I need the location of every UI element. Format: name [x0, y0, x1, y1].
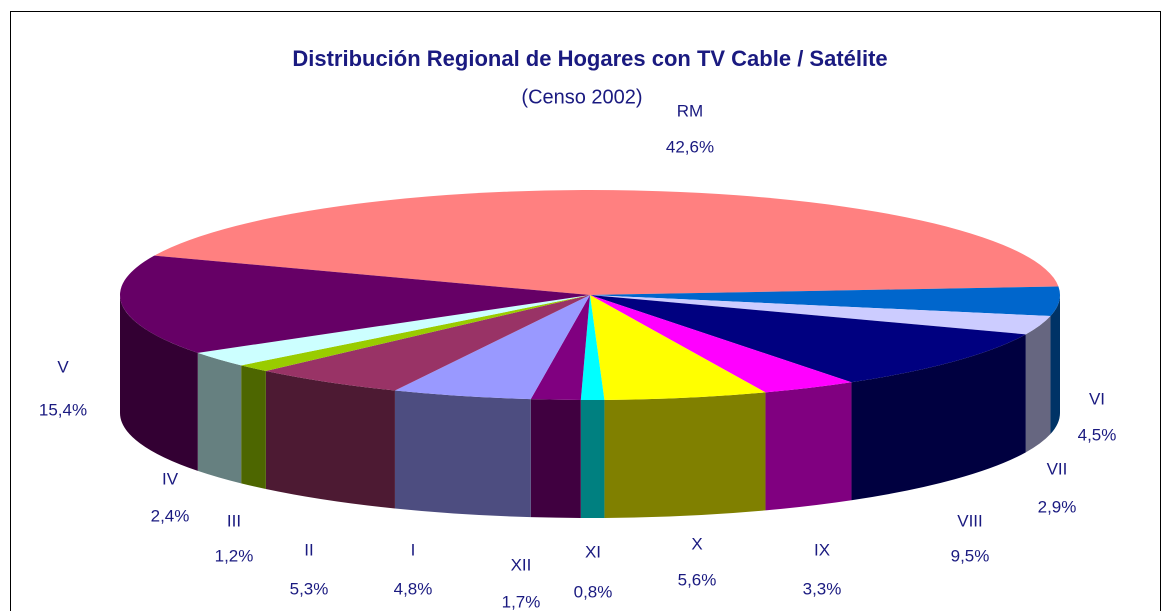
category-label: X: [691, 534, 702, 553]
pie-wall: [765, 382, 852, 511]
category-label: RM: [677, 101, 703, 120]
pie-wall: [1025, 316, 1051, 453]
value-label: 15,4%: [39, 400, 87, 419]
category-label: VII: [1047, 459, 1068, 478]
value-label: 42,6%: [666, 137, 714, 156]
pie-slice: [154, 190, 1059, 295]
pie-wall: [394, 390, 531, 518]
pie-slice: [241, 295, 591, 372]
chart-title: Distribución Regional de Hogares con TV …: [292, 46, 887, 71]
pie-wall: [851, 334, 1026, 501]
pie-slice: [119, 255, 590, 353]
category-label: VI: [1089, 389, 1105, 408]
value-label: 4,8%: [394, 579, 433, 598]
category-label: II: [304, 540, 313, 559]
category-label: VIII: [957, 511, 983, 530]
pie-slice: [530, 295, 590, 400]
pie-slice: [590, 286, 1060, 317]
value-label: 2,4%: [151, 506, 190, 525]
category-label: V: [57, 357, 69, 376]
pie-slice: [590, 295, 852, 393]
pie-slice: [590, 295, 1026, 383]
pie-slice: [394, 295, 590, 400]
pie-wall: [120, 295, 198, 471]
category-label: IV: [162, 469, 179, 488]
category-label: XI: [585, 542, 601, 561]
pie-tops: [119, 190, 1060, 400]
category-label: XII: [511, 555, 532, 574]
value-label: 0,8%: [574, 582, 613, 601]
pie-slice: [580, 295, 605, 400]
pie-walls: [120, 295, 1060, 518]
pie-wall: [604, 392, 766, 518]
pie-slice: [590, 295, 1051, 335]
pie-wall: [241, 365, 266, 490]
pie-wall: [265, 371, 395, 509]
value-label: 5,6%: [678, 570, 717, 589]
value-label: 1,7%: [502, 592, 541, 611]
value-label: 4,5%: [1078, 425, 1117, 444]
value-label: 5,3%: [290, 579, 329, 598]
pie-labels: RM42,6%VI4,5%VII2,9%VIII9,5%IX3,3%X5,6%X…: [39, 101, 1116, 611]
chart-subtitle: (Censo 2002): [521, 86, 642, 108]
pie-slice: [265, 295, 590, 391]
category-label: IX: [814, 540, 830, 559]
value-label: 1,2%: [215, 546, 254, 565]
pie-wall: [1050, 295, 1060, 435]
value-label: 9,5%: [951, 546, 990, 565]
pie-wall: [530, 399, 581, 518]
pie-slice: [590, 295, 766, 400]
pie-wall: [580, 399, 605, 518]
category-label: III: [227, 511, 241, 530]
value-label: 2,9%: [1038, 497, 1077, 516]
value-label: 3,3%: [803, 579, 842, 598]
pie-wall: [197, 352, 242, 484]
category-label: I: [411, 540, 416, 559]
pie-slice: [197, 295, 590, 366]
